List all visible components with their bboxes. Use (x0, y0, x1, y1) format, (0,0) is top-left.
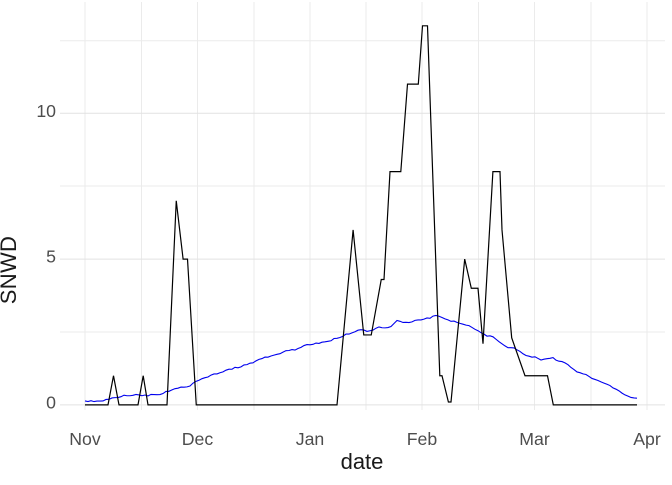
svg-text:Feb: Feb (407, 429, 438, 449)
svg-text:0: 0 (46, 393, 56, 413)
svg-text:Dec: Dec (182, 429, 214, 449)
svg-text:Apr: Apr (633, 429, 661, 449)
svg-text:Nov: Nov (69, 429, 101, 449)
svg-text:10: 10 (36, 101, 56, 121)
svg-text:date: date (341, 449, 384, 474)
svg-text:Mar: Mar (519, 429, 550, 449)
svg-text:SNWD: SNWD (0, 236, 21, 304)
svg-text:Jan: Jan (296, 429, 325, 449)
svg-text:5: 5 (46, 247, 56, 267)
